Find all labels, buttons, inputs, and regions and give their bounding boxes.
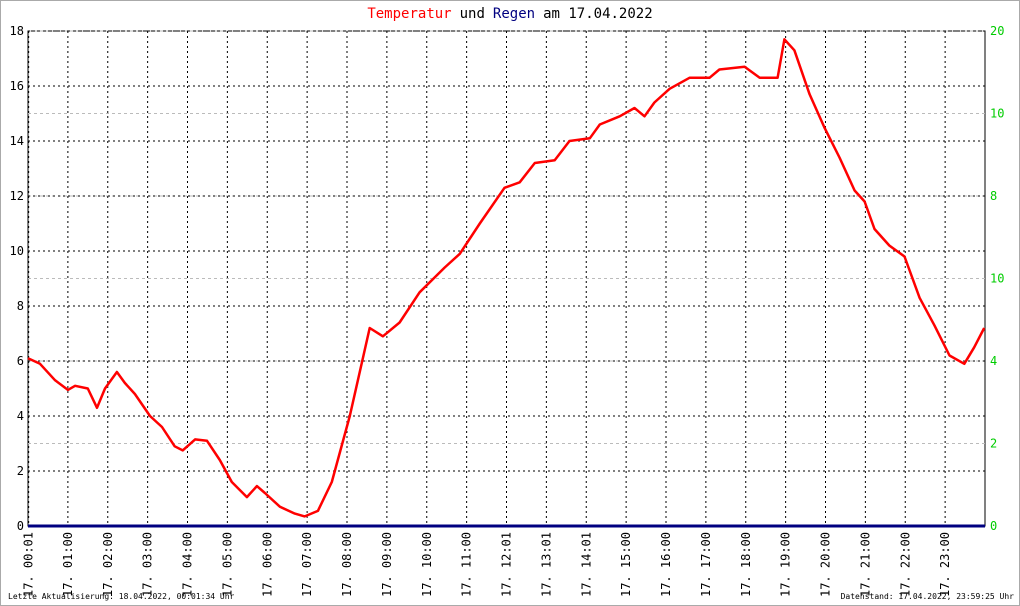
x-tick-label: 17. 20:00 [819,532,833,597]
x-tick-label: 17. 07:00 [300,532,314,597]
y2-tick-label: 8 [990,189,997,203]
x-tick-label: 17. 15:00 [619,532,633,597]
x-tick-label: 17. 21:00 [858,532,872,597]
y-tick-label: 18 [10,24,24,38]
x-tick-label: 17. 23:00 [938,532,952,597]
y-tick-label: 6 [17,354,24,368]
x-tick-label: 17. 22:00 [898,532,912,597]
y2-tick-label: 10 [990,107,1004,121]
x-tick-label: 17. 16:00 [659,532,673,597]
x-tick-label: 17. 06:00 [260,532,274,597]
y-tick-label: 16 [10,79,24,93]
title-part: Temperatur [367,6,451,22]
x-tick-label: 17. 05:00 [220,532,234,597]
y-tick-label: 4 [17,409,24,423]
x-tick-label: 17. 12:01 [500,532,514,597]
y-tick-label: 2 [17,464,24,478]
x-tick-label: 17. 00:01 [22,532,36,597]
footer-right: Datenstand: 17.04.2022, 23:59:25 Uhr [841,592,1015,601]
y2-tick-label: 20 [990,24,1004,38]
x-tick-label: 17. 08:00 [340,532,354,597]
footer-left: Letzte Aktualisierung: 18.04.2022, 00:01… [8,592,235,601]
x-tick-label: 17. 17:00 [699,532,713,597]
title-part: Regen [493,6,535,22]
y-tick-label: 14 [10,134,24,148]
series-line [27,38,986,518]
y2-tick-label: 10 [990,272,1004,286]
x-tick-label: 17. 13:01 [539,532,553,597]
chart-title: Temperatur und Regen am 17.04.2022 [367,6,652,22]
x-tick-label: 17. 04:00 [181,532,195,597]
y-tick-label: 12 [10,189,24,203]
y-tick-label: 8 [17,299,24,313]
x-tick-label: 17. 11:00 [460,532,474,597]
x-tick-label: 17. 14:01 [579,532,593,597]
x-tick-label: 17. 18:00 [739,532,753,597]
y2-tick-label: 2 [990,437,997,451]
x-tick-label: 17. 02:00 [101,532,115,597]
y-tick-label: 0 [17,519,24,533]
title-part: und [460,6,485,22]
x-tick-label: 17. 09:00 [380,532,394,597]
x-tick-label: 17. 03:00 [141,532,155,597]
title-group: Temperatur und Regen am 17.04.2022 [367,6,652,22]
y2-tick-label: 0 [990,519,997,533]
y-tick-label: 10 [10,244,24,258]
x-tick-label: 17. 01:00 [61,532,75,597]
y2-tick-label: 4 [990,354,997,368]
x-tick-label: 17. 10:00 [420,532,434,597]
x-tick-label: 17. 19:00 [779,532,793,597]
title-part: am 17.04.2022 [543,6,653,22]
